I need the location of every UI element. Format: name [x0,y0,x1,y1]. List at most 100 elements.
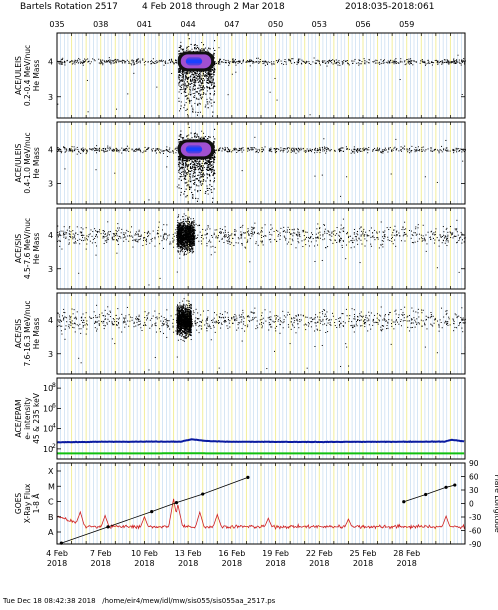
scatter-point [416,322,418,324]
scatter-point [280,227,282,229]
scatter-point [407,151,409,153]
scatter-point [443,234,445,236]
scatter-point [453,323,455,325]
scatter-point [434,149,436,151]
scatter-point [74,322,76,324]
scatter-point [71,146,73,148]
scatter-point [99,147,101,149]
scatter-point [107,306,109,308]
scatter-point [96,236,98,238]
scatter-point [83,149,85,151]
scatter-point [353,146,355,148]
scatter-point [287,150,289,152]
scatter-point [260,231,262,233]
scatter-point [79,243,81,245]
scatter-point [333,60,335,62]
event-point [202,74,204,76]
scatter-point [249,60,251,62]
scatter-point [214,251,216,253]
scatter-point [445,321,447,323]
scatter-point [446,238,448,240]
scatter-point [206,318,208,320]
scatter-point [294,149,296,151]
scatter-point [270,224,272,226]
scatter-point [395,235,397,237]
scatter-point [143,237,145,239]
scatter-point [175,60,177,62]
scatter-point [256,149,258,151]
scatter-point [372,61,374,63]
scatter-point [329,234,331,236]
scatter-point [277,320,279,322]
scatter-point [438,152,440,154]
scatter-point [226,147,228,149]
scatter-point [116,252,118,254]
scatter-point [274,149,276,151]
scatter-point [380,59,382,61]
scatter-point [73,317,75,319]
scatter-point [68,243,70,245]
scatter-point [445,236,447,238]
scatter-point [275,60,277,62]
scatter-point [160,149,162,151]
event-point [212,47,214,49]
scatter-point [382,236,384,238]
scatter-point [375,59,377,61]
scatter-point [261,241,263,243]
scatter-point [94,242,96,244]
scatter-point [290,60,292,62]
scatter-point [416,150,418,152]
scatter-point [168,234,170,236]
event-point [194,92,196,94]
scatter-point [167,320,169,322]
event-point [199,77,201,79]
scatter-point [90,61,92,63]
scatter-point [159,331,161,333]
event-point [209,76,211,78]
event-point [183,50,185,52]
event-point [180,41,182,43]
scatter-point [258,62,260,64]
scatter-point [399,61,401,63]
scatter-point [154,356,156,358]
scatter-point [262,244,264,246]
scatter-point [463,237,465,239]
scatter-point [231,318,233,320]
scatter-point [252,232,254,234]
scatter-point [293,151,295,153]
scatter-point [325,315,327,317]
scatter-point [338,234,340,236]
scatter-point [425,315,427,317]
scatter-point [424,237,426,239]
scatter-point [377,322,379,324]
scatter-point [218,47,220,49]
scatter-point [443,240,445,242]
scatter-point [237,62,239,64]
scatter-point [400,149,402,151]
scatter-point [412,242,414,244]
scatter-point [240,149,242,151]
scatter-point [326,150,328,152]
scatter-point [310,321,312,323]
scatter-point [366,317,368,319]
event-point [193,85,195,87]
scatter-point [171,58,173,60]
scatter-point [151,150,153,152]
scatter-point [312,238,314,240]
scatter-point [407,61,409,63]
scatter-point [413,60,415,62]
scatter-point [382,62,384,64]
scatter-point [225,62,227,64]
scatter-point [116,148,118,150]
scatter-point [297,147,299,149]
scatter-point [315,63,317,65]
scatter-point [414,326,416,328]
scatter-point [164,233,166,235]
scatter-point [101,62,103,64]
scatter-point [339,232,341,234]
scatter-point [102,59,104,61]
scatter-point [68,242,70,244]
scatter-point [221,228,223,230]
scatter-point [376,147,378,149]
scatter-point [376,62,378,64]
